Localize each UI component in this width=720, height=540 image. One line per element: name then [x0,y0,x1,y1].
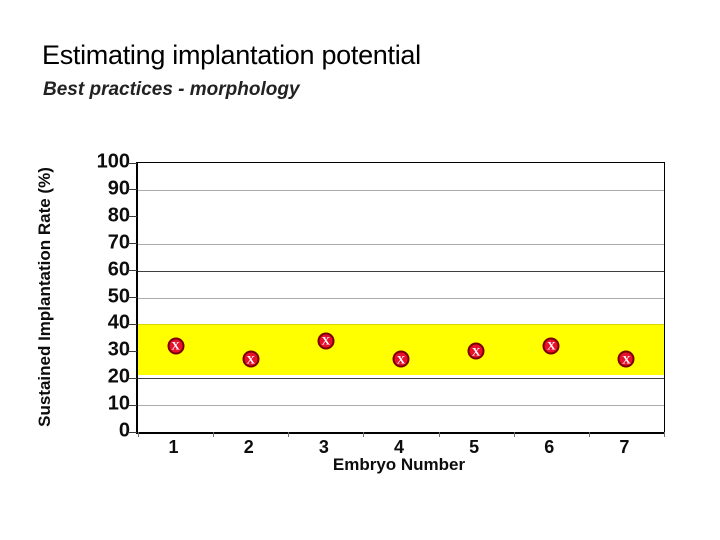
x-tick-label-7: 7 [619,437,630,457]
y-tick-label-30: 30 [107,338,130,361]
gridline-70 [138,243,664,245]
y-tick-40 [128,323,137,325]
x-axis-tick-labels: 1 2 3 4 5 6 7 [136,437,662,457]
x-tick-label-5: 5 [469,437,480,457]
data-point-embryo-1: X [167,337,185,355]
gridline-90 [138,189,664,191]
data-point-embryo-3: X [317,332,335,350]
x-tick-label-3: 3 [318,437,329,457]
x-tick-3 [363,432,365,437]
x-tick-0 [138,432,139,437]
data-point-embryo-2: X [242,350,260,368]
y-tick-60 [128,270,137,272]
x-tick-6 [588,432,590,437]
x-tick-label-6: 6 [544,437,555,457]
x-tick-label-1: 1 [168,437,179,457]
x-tick-label-4: 4 [393,437,405,457]
y-tick-label-70: 70 [107,231,130,254]
y-tick-50 [128,297,137,298]
y-tick-label-80: 80 [107,204,130,227]
gridline-50 [138,297,664,299]
x-tick-4 [438,432,440,437]
y-tick-label-100: 100 [96,150,130,173]
slide-title: Estimating implantation potential [42,40,421,70]
y-tick-label-0: 0 [118,419,130,442]
slide-subtitle: Best practices - morphology [43,79,300,100]
gridline-10 [138,405,664,407]
y-tick-label-20: 20 [107,365,130,388]
data-point-embryo-5: X [467,342,485,360]
data-point-embryo-6: X [542,337,560,355]
y-axis-title: Sustained Implantation Rate (%) [35,167,54,427]
x-tick-5 [513,432,515,437]
y-tick-label-50: 50 [107,285,130,307]
gridline-20 [138,378,664,380]
y-tick-70 [128,243,137,245]
data-point-embryo-7: X [617,350,635,368]
x-axis-title: Embryo Number [332,455,466,474]
y-tick-90 [128,189,137,191]
y-tick-0 [128,431,137,433]
y-axis-tick-labels: 0 10 20 30 40 50 60 70 80 90 100 [55,151,130,442]
x-tick-1 [213,432,215,437]
y-tick-10 [128,404,137,406]
y-tick-80 [128,216,137,218]
x-tick-7 [664,432,665,437]
y-tick-label-40: 40 [107,311,130,334]
x-tick-label-2: 2 [243,437,254,457]
y-tick-label-10: 10 [107,392,130,415]
y-tick-20 [128,377,137,379]
y-tick-label-60: 60 [107,258,130,281]
data-point-embryo-4: X [392,350,410,368]
x-tick-2 [288,432,290,437]
y-tick-100 [128,162,137,164]
gridline-60 [138,270,664,272]
y-tick-label-90: 90 [107,177,130,200]
plot-area: X X X X X X X [128,162,665,437]
y-tick-30 [128,350,137,352]
